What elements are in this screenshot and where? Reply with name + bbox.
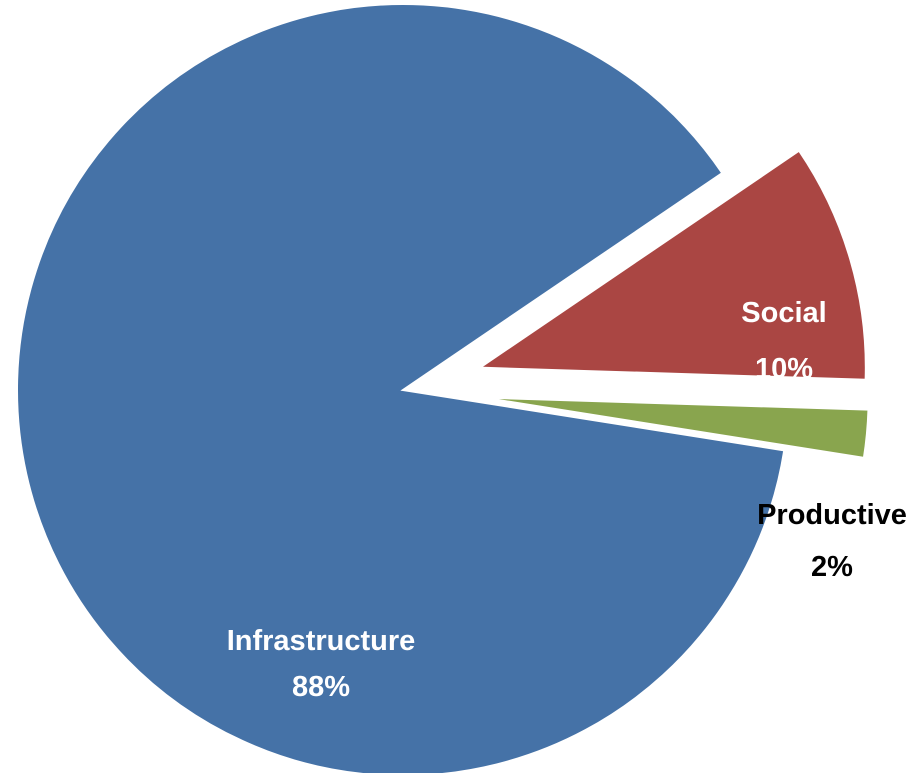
pie-labels: Productive 2% Social 10% Infrastructure 88% bbox=[227, 297, 907, 703]
slice-label-social-percent: 10% bbox=[755, 353, 813, 385]
pie-slice-social bbox=[476, 149, 867, 381]
slice-label-infrastructure-percent: 88% bbox=[292, 671, 350, 703]
slice-label-infrastructure-name: Infrastructure bbox=[227, 625, 416, 657]
pie-slices bbox=[16, 3, 870, 773]
pie-slice-infrastructure bbox=[16, 3, 786, 773]
slice-label-productive-name: Productive bbox=[757, 499, 907, 531]
pie-slice-productive bbox=[482, 396, 870, 460]
slice-label-social-name: Social bbox=[741, 297, 826, 329]
slice-label-productive-percent: 2% bbox=[811, 551, 853, 583]
